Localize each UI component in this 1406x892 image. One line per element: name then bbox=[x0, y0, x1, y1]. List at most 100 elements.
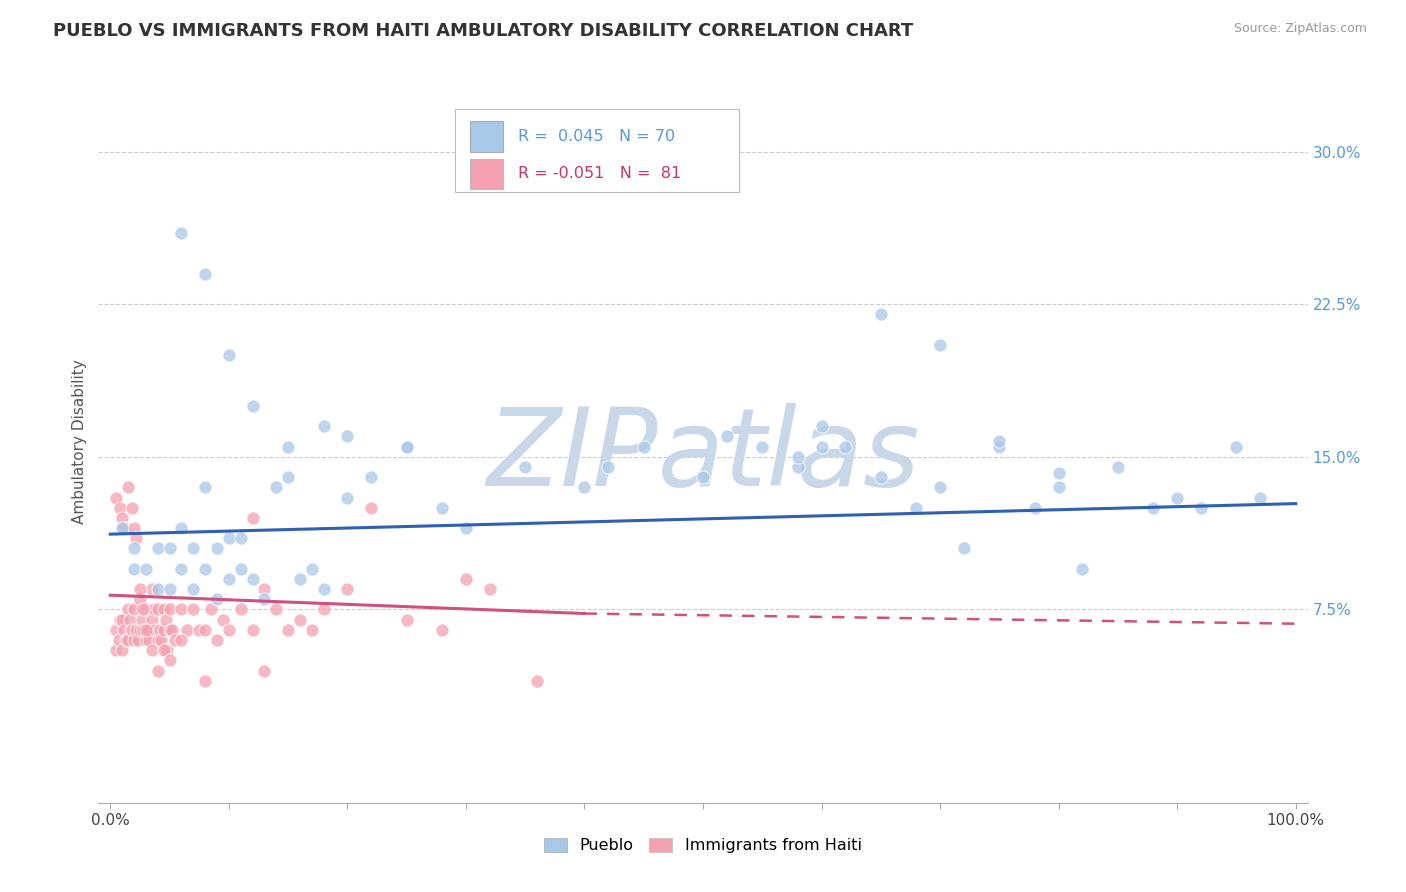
Point bbox=[159, 653, 181, 667]
Point bbox=[132, 623, 155, 637]
Text: PUEBLO VS IMMIGRANTS FROM HAITI AMBULATORY DISABILITY CORRELATION CHART: PUEBLO VS IMMIGRANTS FROM HAITI AMBULATO… bbox=[53, 22, 914, 40]
Point bbox=[143, 602, 166, 616]
Point bbox=[159, 541, 181, 556]
Point bbox=[432, 623, 454, 637]
Point bbox=[205, 541, 228, 556]
Point bbox=[218, 572, 240, 586]
Point bbox=[170, 602, 193, 616]
Point bbox=[336, 491, 359, 505]
Point bbox=[834, 440, 856, 454]
Point bbox=[188, 623, 211, 637]
Point bbox=[170, 226, 193, 240]
Point bbox=[988, 434, 1011, 448]
Point bbox=[121, 500, 143, 515]
Point bbox=[159, 623, 181, 637]
Point bbox=[264, 602, 287, 616]
Point bbox=[253, 582, 276, 596]
Point bbox=[117, 480, 139, 494]
Point bbox=[136, 623, 159, 637]
Point bbox=[218, 531, 240, 545]
Point bbox=[117, 632, 139, 647]
Point bbox=[395, 440, 418, 454]
Point bbox=[114, 632, 136, 647]
Point bbox=[277, 440, 299, 454]
Point bbox=[786, 450, 808, 464]
Point bbox=[212, 613, 235, 627]
Point bbox=[181, 582, 204, 596]
Point bbox=[122, 541, 145, 556]
Point bbox=[242, 511, 264, 525]
Point bbox=[288, 613, 311, 627]
Point bbox=[146, 541, 169, 556]
Point bbox=[810, 440, 832, 454]
Point bbox=[117, 602, 139, 616]
Point bbox=[454, 521, 477, 535]
Point bbox=[122, 521, 145, 535]
Point bbox=[120, 613, 142, 627]
Point bbox=[155, 613, 177, 627]
Point bbox=[159, 602, 181, 616]
Point bbox=[176, 623, 198, 637]
Point bbox=[312, 419, 335, 434]
Point bbox=[929, 480, 952, 494]
Point bbox=[1142, 500, 1164, 515]
Point bbox=[111, 511, 134, 525]
Point bbox=[598, 460, 620, 475]
Point bbox=[181, 541, 204, 556]
Point bbox=[105, 643, 128, 657]
Point bbox=[218, 348, 240, 362]
Point bbox=[1189, 500, 1212, 515]
Point bbox=[146, 602, 169, 616]
Text: R = -0.051   N =  81: R = -0.051 N = 81 bbox=[517, 167, 682, 181]
Point bbox=[242, 572, 264, 586]
Point bbox=[1107, 460, 1129, 475]
Bar bbox=[470, 121, 503, 152]
Point bbox=[135, 602, 157, 616]
Point bbox=[336, 582, 359, 596]
Point bbox=[146, 632, 169, 647]
Point bbox=[1071, 562, 1094, 576]
Point bbox=[229, 531, 252, 545]
Point bbox=[810, 419, 832, 434]
Point bbox=[194, 562, 217, 576]
Point bbox=[312, 582, 335, 596]
Point bbox=[905, 500, 928, 515]
Point bbox=[125, 623, 148, 637]
Point bbox=[146, 664, 169, 678]
Point bbox=[1166, 491, 1188, 505]
Point bbox=[360, 470, 382, 484]
Point bbox=[301, 623, 323, 637]
Point bbox=[200, 602, 222, 616]
Point bbox=[277, 623, 299, 637]
Point bbox=[159, 582, 181, 596]
Point bbox=[181, 602, 204, 616]
Point bbox=[869, 470, 891, 484]
Point bbox=[988, 440, 1011, 454]
Point bbox=[129, 582, 152, 596]
Point bbox=[478, 582, 501, 596]
Point bbox=[160, 623, 183, 637]
Point bbox=[127, 632, 149, 647]
Point bbox=[114, 623, 136, 637]
Point bbox=[952, 541, 974, 556]
Point bbox=[194, 480, 217, 494]
Point bbox=[242, 623, 264, 637]
Point bbox=[141, 613, 163, 627]
Point bbox=[515, 460, 537, 475]
Point bbox=[108, 613, 131, 627]
Point bbox=[751, 440, 773, 454]
Point bbox=[194, 673, 217, 688]
Point bbox=[105, 491, 128, 505]
Point bbox=[692, 470, 714, 484]
Point bbox=[111, 521, 134, 535]
Point bbox=[454, 572, 477, 586]
Point bbox=[264, 480, 287, 494]
Point bbox=[146, 582, 169, 596]
Point bbox=[194, 267, 217, 281]
Point bbox=[574, 480, 596, 494]
Point bbox=[114, 521, 136, 535]
Point bbox=[135, 562, 157, 576]
Point bbox=[205, 632, 228, 647]
Point bbox=[150, 632, 173, 647]
Point bbox=[869, 307, 891, 321]
